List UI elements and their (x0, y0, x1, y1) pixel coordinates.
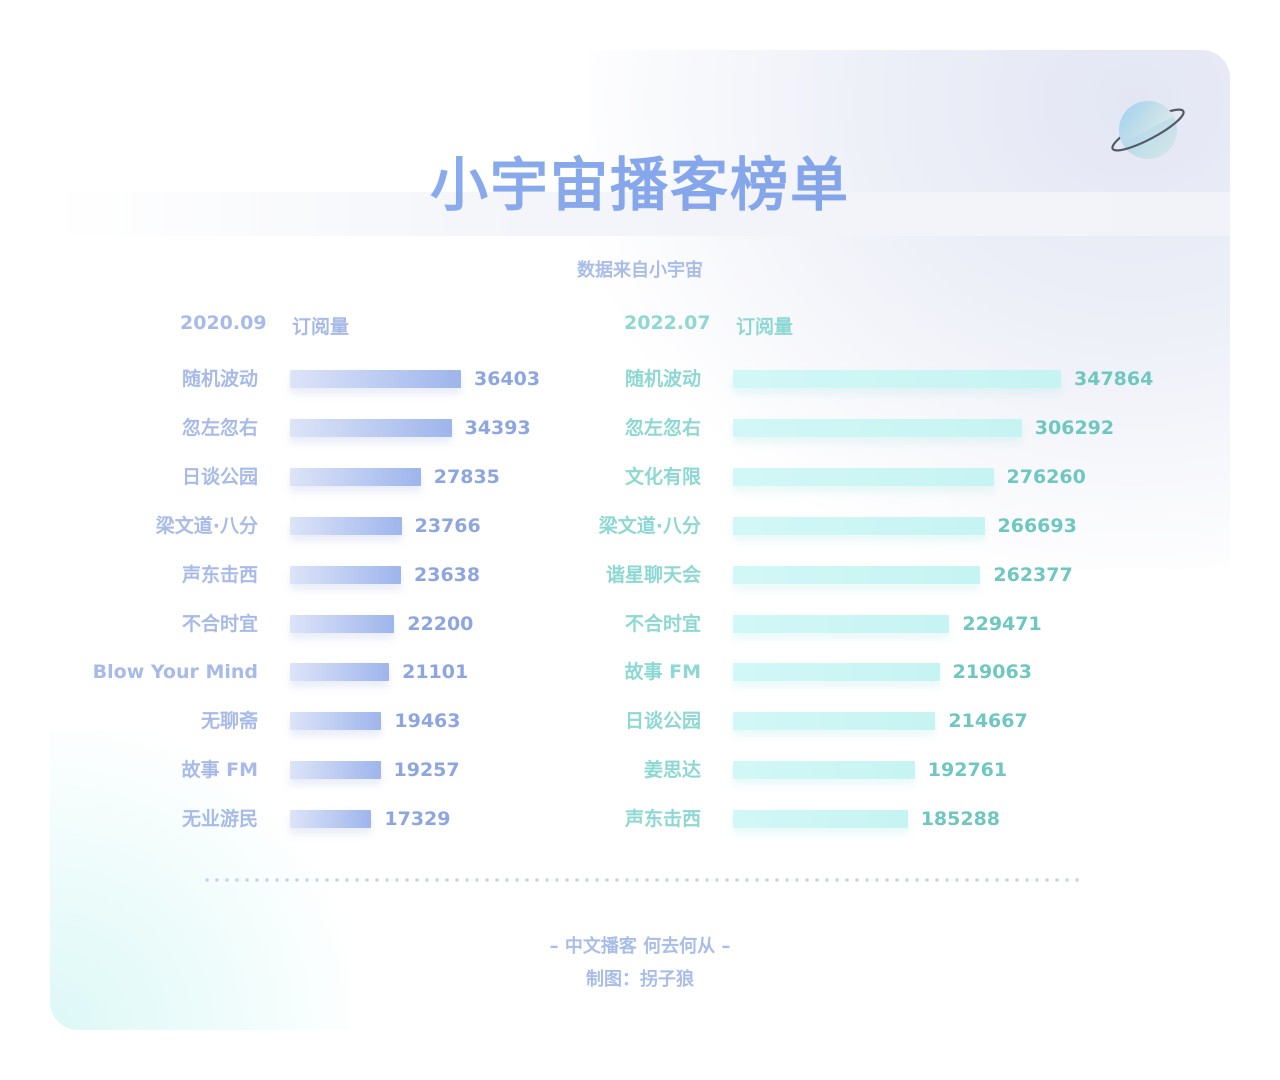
category-label: 无业游民 (181, 808, 258, 831)
category-label: 故事 FM (181, 759, 258, 782)
category-label: 无聊斋 (200, 710, 258, 733)
value-label: 22200 (407, 612, 474, 635)
value-label: 262377 (993, 563, 1073, 586)
category-label: 随机波动 (181, 368, 258, 390)
metric-label: 订阅量 (292, 316, 350, 338)
category-label: 声东击西 (624, 808, 701, 831)
page-title: 小宇宙播客榜单 (0, 138, 1280, 222)
bar (290, 467, 421, 486)
value-label: 219063 (952, 661, 1032, 684)
bar (733, 663, 940, 682)
value-label: 23638 (414, 563, 481, 586)
bar (290, 516, 402, 535)
value-label: 17329 (384, 808, 451, 831)
value-label: 34393 (464, 416, 531, 439)
bar (733, 516, 985, 535)
category-label: 谐星聊天会 (605, 563, 701, 586)
category-label: 梁文道·八分 (598, 514, 701, 537)
planet-icon (1111, 101, 1185, 159)
value-label: 36403 (474, 368, 541, 390)
bar (733, 614, 950, 633)
value-label: 214667 (948, 710, 1028, 733)
period-label: 2022.07 (624, 312, 711, 334)
category-label: 日谈公园 (181, 465, 258, 488)
bar (733, 761, 915, 780)
category-label: 声东击西 (181, 563, 258, 586)
bar (290, 761, 381, 780)
bar (733, 712, 936, 731)
metric-label: 订阅量 (736, 316, 794, 338)
category-label: 忽左忽右 (624, 416, 701, 439)
value-label: 185288 (920, 808, 1001, 831)
bar (290, 418, 452, 437)
bar (733, 418, 1022, 437)
value-label: 306292 (1034, 416, 1115, 439)
category-label: 不合时宜 (624, 612, 701, 635)
bar (290, 712, 382, 731)
value-label: 21101 (402, 661, 469, 684)
value-label: 27835 (433, 465, 500, 488)
category-label: 忽左忽右 (181, 416, 258, 439)
category-label: 随机波动 (624, 368, 701, 390)
bar (290, 810, 372, 829)
period-label: 2020.09 (180, 312, 267, 334)
category-label: 不合时宜 (181, 612, 258, 635)
category-label: 日谈公园 (624, 710, 701, 733)
bar (733, 467, 994, 486)
dotted-divider (202, 878, 1082, 882)
category-label: 姜思达 (643, 759, 701, 782)
value-label: 347864 (1074, 368, 1154, 390)
value-label: 192761 (927, 759, 1008, 782)
bar (733, 810, 908, 829)
bar (290, 565, 401, 584)
value-label: 19257 (393, 759, 460, 782)
bar (290, 614, 395, 633)
category-label: 梁文道·八分 (155, 514, 258, 537)
title-band (50, 192, 1230, 236)
value-label: 266693 (997, 514, 1077, 537)
bar (290, 370, 461, 388)
footer-tagline: – 中文播客 何去何从 – (549, 936, 731, 957)
bar (290, 663, 390, 682)
page-subtitle: 数据来自小宇宙 (577, 260, 703, 281)
bar (733, 565, 981, 584)
category-label: 故事 FM (624, 661, 701, 684)
category-label: 文化有限 (624, 465, 701, 488)
value-label: 23766 (414, 514, 481, 537)
value-label: 229471 (962, 612, 1042, 635)
value-label: 276260 (1006, 465, 1086, 488)
footer-credit: 制图：拐子狼 (586, 969, 694, 990)
category-label: Blow Your Mind (92, 661, 258, 684)
value-label: 19463 (394, 710, 461, 733)
bar (733, 370, 1061, 388)
